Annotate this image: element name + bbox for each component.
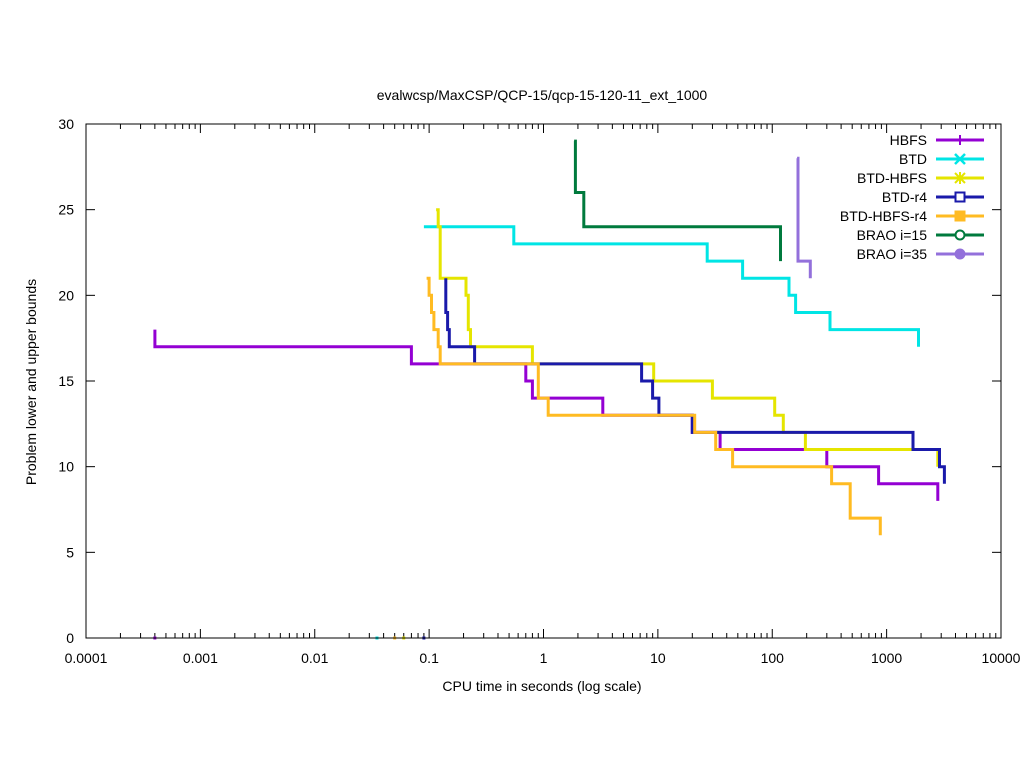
legend-label-btd-hbfs-r4: BTD-HBFS-r4 [840, 208, 927, 224]
series-line-btd-r4 [444, 278, 946, 484]
legend-marker-btd-hbfs-r4 [954, 210, 966, 222]
x-tick-label: 0.01 [301, 650, 328, 666]
y-tick-label: 10 [58, 459, 74, 475]
chart-title: evalwcsp/MaxCSP/QCP-15/qcp-15-120-11_ext… [377, 87, 708, 103]
legend-marker-brao-i-35 [954, 248, 966, 260]
x-tick-label: 0.001 [183, 650, 218, 666]
y-tick-label: 0 [66, 630, 74, 646]
series-line-btd [423, 225, 920, 347]
circle-filled-marker [954, 248, 966, 260]
x-axis-label: CPU time in seconds (log scale) [442, 678, 641, 694]
circle-open-marker [954, 229, 966, 241]
y-tick-label: 5 [66, 544, 74, 560]
square-filled-marker [954, 210, 966, 222]
x-tick-label: 0.1 [419, 650, 439, 666]
legend-label-btd: BTD [899, 151, 927, 167]
series-line-brao-i-35 [796, 156, 812, 279]
legend-label-brao-i-15: BRAO i=15 [857, 227, 928, 243]
series-layer [153, 139, 946, 640]
legend-label-hbfs: HBFS [890, 132, 927, 148]
x-tick-label: 10000 [982, 650, 1021, 666]
legend-marker-brao-i-15 [954, 229, 966, 241]
axis-ticks: 0.0001 0.001 0.01 0.1 1 10 100 1000 10000 0 5 10 15 2… [58, 116, 1020, 666]
legend-marker-btd-r4 [954, 191, 966, 203]
x-tick-label: 100 [761, 650, 785, 666]
star-marker [954, 172, 966, 184]
plot-frame [85, 123, 1002, 639]
legend: HBFS BTD BTD-HBFS BTD-r4 BTD-HBFS-r4 BRAO i=1… [840, 132, 984, 262]
legend-marker-btd [954, 153, 966, 165]
y-tick-label: 25 [58, 202, 74, 218]
y-tick-label: 15 [58, 373, 74, 389]
y-axis-label: Problem lower and upper bounds [23, 279, 39, 485]
legend-label-btd-r4: BTD-r4 [882, 189, 927, 205]
y-tick-label: 20 [58, 287, 74, 303]
cross-marker [954, 153, 966, 165]
y-tick-label: 30 [58, 116, 74, 132]
x-tick-label: 1 [540, 650, 548, 666]
square-open-marker [954, 191, 966, 203]
x-tick-label: 10 [650, 650, 666, 666]
series-line-hbfs [153, 329, 940, 501]
legend-marker-btd-hbfs [954, 172, 966, 184]
legend-label-brao-i-35: BRAO i=35 [857, 246, 928, 262]
x-tick-label: 1000 [871, 650, 902, 666]
series-line-brao-i-15 [573, 139, 782, 262]
x-tick-label: 0.0001 [65, 650, 108, 666]
series-line-btd-hbfs-r4 [426, 276, 882, 536]
legend-label-btd-hbfs: BTD-HBFS [857, 170, 927, 186]
